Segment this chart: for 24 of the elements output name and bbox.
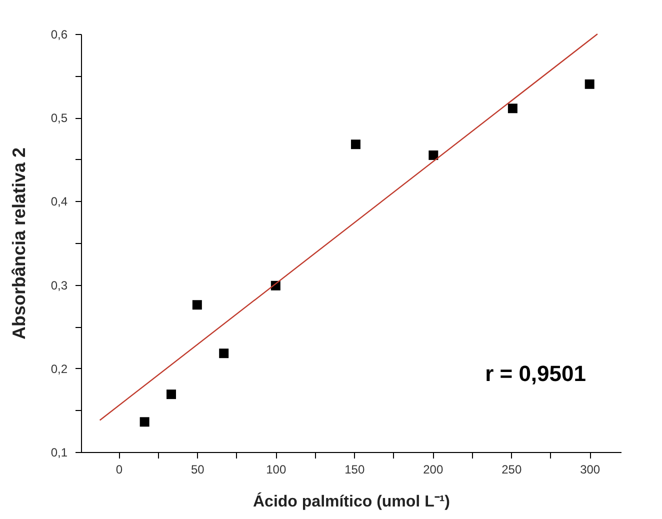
y-tick-label: 0,6 — [50, 28, 68, 42]
x-tick-label: 150 — [344, 462, 365, 476]
y-axis-title: Absorbância relativa 2 — [8, 147, 29, 340]
point — [584, 79, 594, 89]
x-tick-label: 250 — [502, 462, 522, 476]
x-tick-label: 100 — [266, 462, 286, 476]
point — [350, 140, 360, 150]
point — [508, 104, 518, 114]
x-tick-label: 0 — [116, 462, 123, 476]
y-tick-label: 0,1 — [50, 446, 68, 460]
point — [166, 390, 176, 400]
y-tick-label: 0,4 — [50, 194, 68, 209]
x-tick-label: 200 — [423, 462, 444, 476]
y-tick-label: 0,3 — [50, 278, 68, 292]
point — [140, 417, 150, 427]
x-tick-label: 50 — [190, 462, 205, 476]
point — [219, 348, 229, 358]
annotation: r = 0,9501 — [485, 361, 586, 386]
x-axis-title: Ácido palmítico (umol L⁻¹) — [253, 492, 450, 510]
y-tick-label: 0,5 — [50, 111, 68, 126]
x-tick-label: 300 — [580, 462, 600, 476]
point — [192, 300, 202, 310]
y-tick-label: 0,2 — [50, 362, 68, 376]
point — [428, 150, 438, 160]
